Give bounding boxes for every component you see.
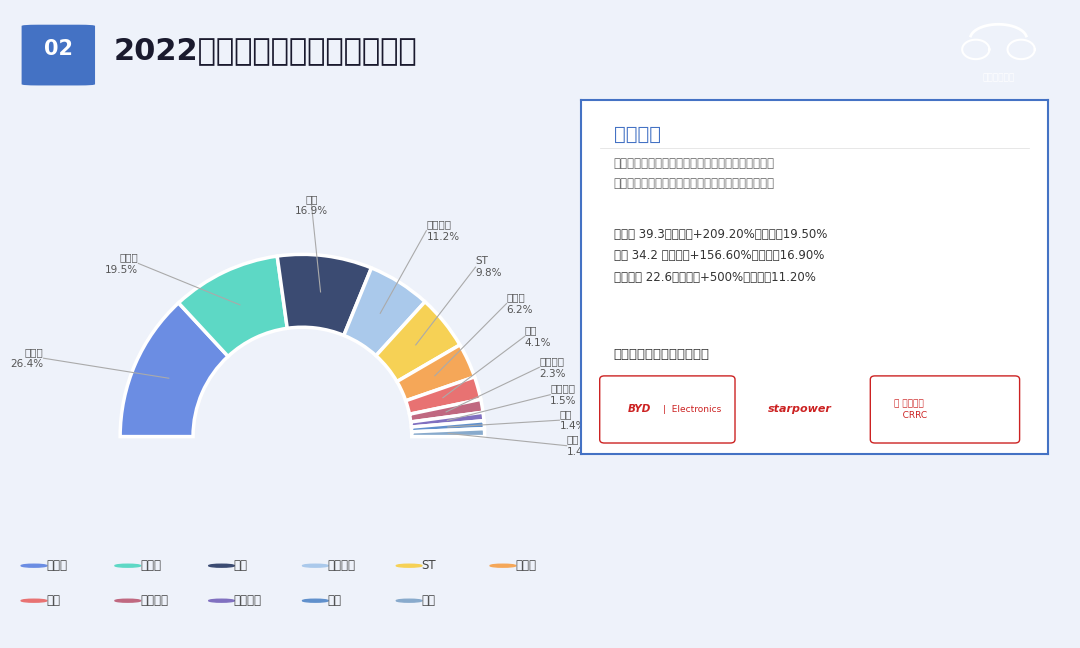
Wedge shape xyxy=(343,268,426,356)
Text: ST: ST xyxy=(421,559,436,572)
FancyBboxPatch shape xyxy=(870,376,1020,443)
Circle shape xyxy=(396,599,422,602)
Text: 02: 02 xyxy=(44,39,72,58)
Wedge shape xyxy=(411,421,485,432)
Circle shape xyxy=(396,564,422,567)
Wedge shape xyxy=(178,256,287,356)
Text: 博格华纳: 博格华纳 xyxy=(234,594,261,607)
Text: 国产化率: 国产化率 xyxy=(613,125,661,144)
Text: 斯达: 斯达 xyxy=(234,559,248,572)
Circle shape xyxy=(114,599,140,602)
Wedge shape xyxy=(120,303,228,437)
FancyBboxPatch shape xyxy=(599,376,735,443)
Text: 富士电机: 富士电机 xyxy=(140,594,168,607)
Text: 日立: 日立 xyxy=(327,594,341,607)
Text: 日立
1.4%: 日立 1.4% xyxy=(559,409,585,432)
Text: 比亚迪: 比亚迪 xyxy=(140,559,161,572)
Text: 这个数据还是非常不容易的: 这个数据还是非常不容易的 xyxy=(613,347,710,361)
Circle shape xyxy=(302,564,328,567)
Circle shape xyxy=(208,564,234,567)
Text: 安森美: 安森美 xyxy=(515,559,537,572)
Circle shape xyxy=(208,599,234,602)
Wedge shape xyxy=(397,345,474,400)
Text: BYD: BYD xyxy=(627,404,651,415)
Text: 博世
4.1%: 博世 4.1% xyxy=(525,325,551,347)
Text: 随着中国半导体行业的推荐，中国的动力半导体模块
的国产率推进的速度很快，目前已经将近过半，其中: 随着中国半导体行业的推荐，中国的动力半导体模块 的国产率推进的速度很快，目前已经… xyxy=(613,157,774,190)
Wedge shape xyxy=(409,399,483,422)
Text: 比亚迪 39.3万，同比+209.20%，市占率19.50%
斯达 34.2 万，同比+156.60%，市占率16.90%
中车时代 22.6万，同比+500%: 比亚迪 39.3万，同比+209.20%，市占率19.50% 斯达 34.2 万… xyxy=(613,227,827,284)
Wedge shape xyxy=(410,412,484,427)
Circle shape xyxy=(22,599,46,602)
Text: 中车时代
11.2%: 中车时代 11.2% xyxy=(427,220,459,242)
Text: 英飞凌
26.4%: 英飞凌 26.4% xyxy=(11,347,43,369)
Text: 汽车电子设计: 汽车电子设计 xyxy=(983,73,1014,82)
Text: 英飞凌: 英飞凌 xyxy=(46,559,67,572)
Circle shape xyxy=(114,564,140,567)
Circle shape xyxy=(302,599,328,602)
Text: 2022年上半年功率模块市场份额: 2022年上半年功率模块市场份额 xyxy=(113,36,417,65)
Text: 安森美
6.2%: 安森美 6.2% xyxy=(507,292,534,315)
Circle shape xyxy=(490,564,515,567)
FancyBboxPatch shape xyxy=(22,25,95,86)
Text: ST
9.8%: ST 9.8% xyxy=(475,256,502,278)
Text: 其他: 其他 xyxy=(421,594,435,607)
Wedge shape xyxy=(411,428,485,437)
Wedge shape xyxy=(376,302,460,382)
Text: 斯达
16.9%: 斯达 16.9% xyxy=(295,194,328,216)
Wedge shape xyxy=(406,377,481,414)
Text: starpower: starpower xyxy=(768,404,832,415)
Text: |  Electronics: | Electronics xyxy=(663,405,721,414)
Text: 博世: 博世 xyxy=(46,594,60,607)
Text: 其他
1.4%: 其他 1.4% xyxy=(567,435,593,457)
Wedge shape xyxy=(278,255,372,336)
Text: 中车时代: 中车时代 xyxy=(327,559,355,572)
Circle shape xyxy=(22,564,46,567)
Text: 富士电机
2.3%: 富士电机 2.3% xyxy=(539,356,566,378)
Text: 博格华纳
1.5%: 博格华纳 1.5% xyxy=(551,384,577,406)
Text: 中 中国中车
   CRRC: 中 中国中车 CRRC xyxy=(893,399,927,420)
Text: 比亚迪
19.5%: 比亚迪 19.5% xyxy=(105,252,138,275)
